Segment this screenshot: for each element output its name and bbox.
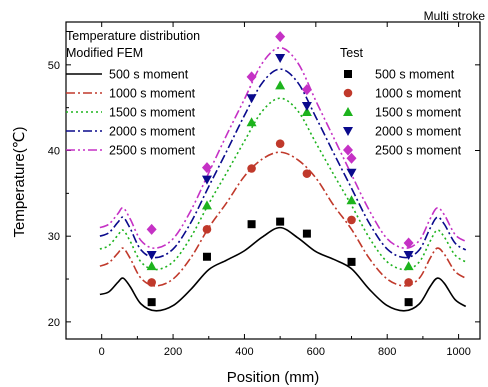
test-point-500s xyxy=(404,298,413,307)
test-point-1000s xyxy=(347,215,356,225)
test-legend: Test 500 s moment 1000 s moment 1500 s mom… xyxy=(340,46,462,158)
fem-legend-title-line1: Temperature distribution xyxy=(66,29,200,43)
fem-curve-1500s xyxy=(99,97,467,271)
x-tick-label: 600 xyxy=(307,346,325,358)
fem-legend-label-1500s: 1500 s moment xyxy=(109,106,196,120)
test-point-1500s xyxy=(146,261,157,271)
test-point-1500s xyxy=(246,117,257,127)
test-legend-marker-1500s xyxy=(343,107,353,116)
test-point-1000s xyxy=(202,225,212,234)
test-point-1500s xyxy=(403,261,414,271)
x-tick-label: 800 xyxy=(378,346,396,358)
test-legend-label-500s: 500 s moment xyxy=(375,68,455,82)
x-tick-label: 1000 xyxy=(446,346,470,358)
test-point-2500s xyxy=(275,31,286,43)
test-point-2500s xyxy=(346,152,357,164)
test-point-1000s xyxy=(247,164,256,173)
test-legend-marker-2000s xyxy=(343,127,353,136)
test-point-1000s xyxy=(275,139,285,148)
test-point-500s xyxy=(276,217,285,226)
fem-legend-label-2500s: 2500 s moment xyxy=(109,144,196,158)
corner-label: Multi stroke xyxy=(424,9,486,23)
y-axis-title: Temperature(℃) xyxy=(11,126,28,237)
test-point-2000s xyxy=(403,251,414,261)
test-point-1500s xyxy=(346,195,357,205)
test-point-1000s xyxy=(404,278,413,287)
axes: 0 200 400 600 800 1000 20 30 40 50 xyxy=(48,22,480,358)
test-legend-marker-1000s xyxy=(343,88,353,98)
fem-curves xyxy=(99,46,467,312)
y-tick-label: 50 xyxy=(48,60,60,72)
test-point-2000s xyxy=(146,251,157,261)
x-tick-label: 400 xyxy=(235,346,253,358)
test-point-500s xyxy=(302,229,311,238)
test-point-2000s xyxy=(301,101,312,111)
test-legend-label-2500s: 2500 s moment xyxy=(375,144,462,158)
test-point-500s xyxy=(247,220,256,229)
test-point-2000s xyxy=(201,175,212,185)
test-point-2500s xyxy=(201,162,212,174)
fem-legend: Temperature distribution Modified FEM 50… xyxy=(66,29,200,158)
test-legend-label-1500s: 1500 s moment xyxy=(375,106,462,120)
fem-legend-label-500s: 500 s moment xyxy=(109,68,189,82)
test-point-500s xyxy=(147,298,156,307)
test-markers xyxy=(146,31,414,307)
test-point-2500s xyxy=(403,237,414,249)
fem-legend-title-line2: Modified FEM xyxy=(66,46,143,60)
x-tick-label: 200 xyxy=(164,346,182,358)
y-tick-label: 30 xyxy=(48,231,60,243)
plot-frame xyxy=(65,21,481,340)
y-tick-label: 20 xyxy=(48,317,60,329)
test-point-500s xyxy=(202,252,211,261)
test-point-2500s xyxy=(301,84,312,96)
test-point-1000s xyxy=(147,278,156,287)
test-legend-items: 500 s moment 1000 s moment 1500 s moment 20… xyxy=(343,68,462,158)
test-legend-marker-2500s xyxy=(343,144,353,156)
test-point-1500s xyxy=(201,200,212,210)
fem-curve-2000s xyxy=(99,68,467,259)
test-legend-label-2000s: 2000 s moment xyxy=(375,125,462,139)
test-point-2000s xyxy=(275,53,286,63)
test-point-1500s xyxy=(275,80,286,90)
test-legend-label-1000s: 1000 s moment xyxy=(375,87,462,101)
x-tick-label: 0 xyxy=(99,346,105,358)
test-point-2000s xyxy=(346,168,357,178)
test-point-2500s xyxy=(246,71,257,83)
fem-curve-2500s xyxy=(99,46,467,249)
test-legend-title: Test xyxy=(340,46,363,60)
test-point-500s xyxy=(347,257,356,266)
test-point-1000s xyxy=(302,169,312,178)
fem-curve-500s xyxy=(99,226,467,312)
test-point-2000s xyxy=(246,94,257,104)
fem-legend-label-2000s: 2000 s moment xyxy=(109,125,196,139)
test-point-2500s xyxy=(146,223,157,235)
fem-legend-items: 500 s moment 1000 s moment 1500 s moment 20… xyxy=(66,68,196,158)
test-point-1500s xyxy=(301,106,312,116)
test-legend-marker-500s xyxy=(344,70,352,78)
x-axis-title: Position (mm) xyxy=(227,369,320,386)
y-tick-label: 40 xyxy=(48,146,60,158)
fem-legend-label-1000s: 1000 s moment xyxy=(109,87,196,101)
